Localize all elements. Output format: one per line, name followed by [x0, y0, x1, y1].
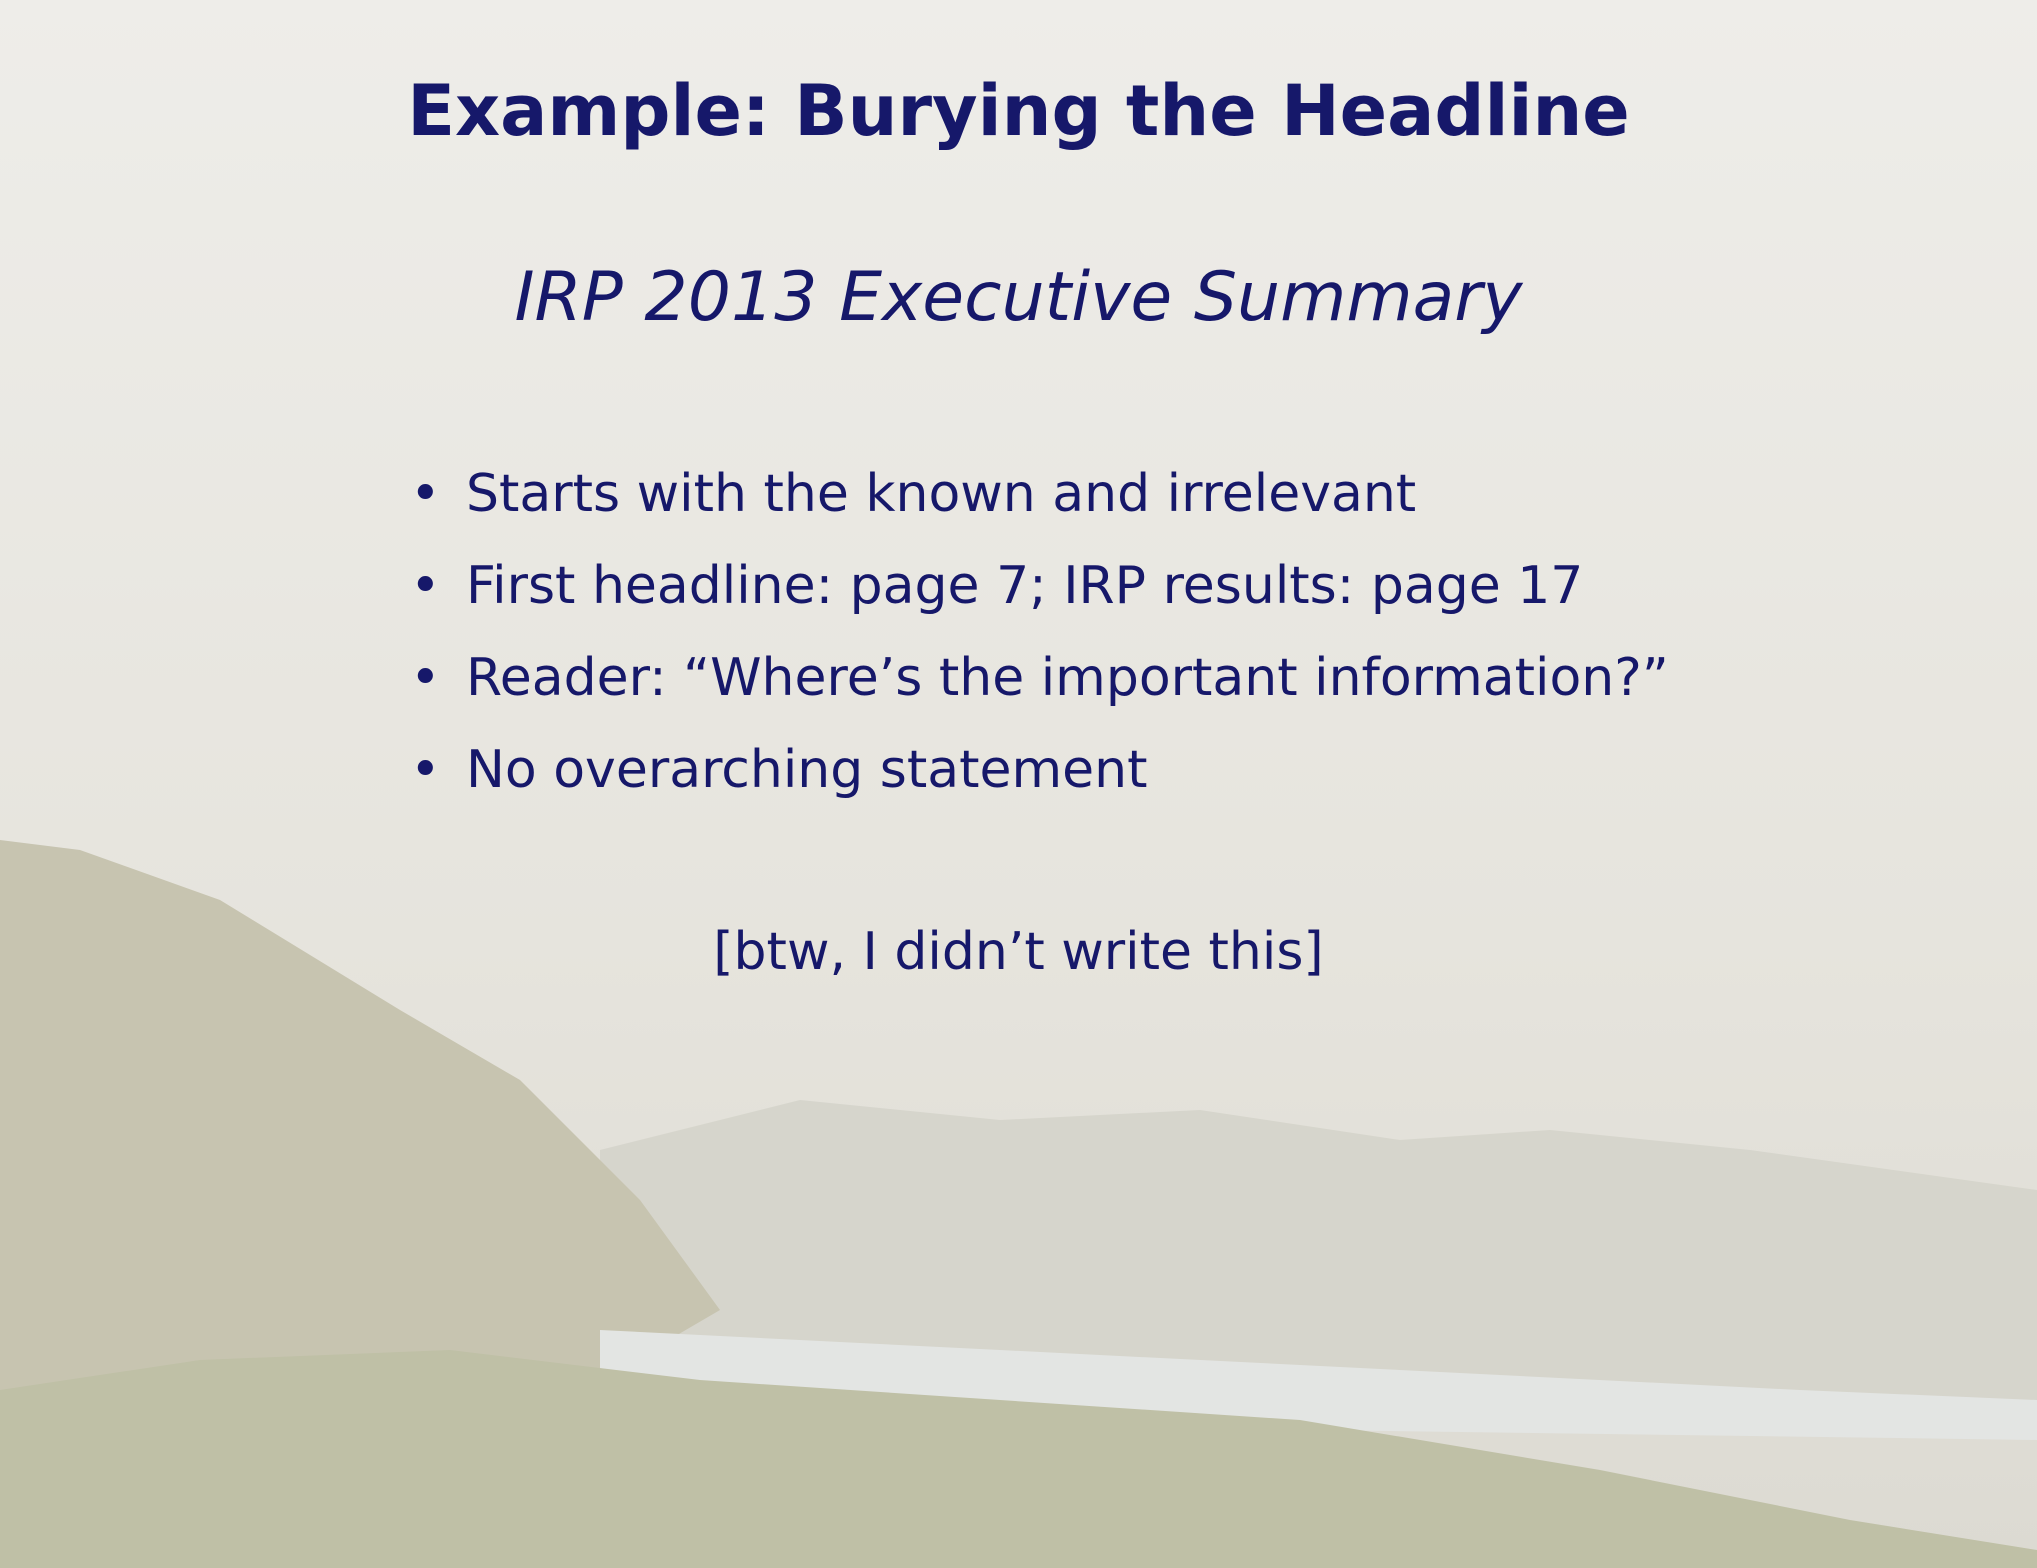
bullet-item: Reader: “Where’s the important informati… — [400, 642, 1669, 734]
slide-title: Example: Burying the Headline — [407, 70, 1630, 152]
mountain — [0, 840, 720, 1400]
note: [btw, I didn’t write this] — [713, 922, 1324, 982]
bullet-list: Starts with the known and irrelevantFirs… — [400, 458, 1669, 826]
bullet-item: Starts with the known and irrelevant — [400, 458, 1669, 550]
far-hills — [600, 1100, 2037, 1400]
slide-subtitle: IRP 2013 Executive Summary — [514, 258, 1523, 337]
bullet-item: First headline: page 7; IRP results: pag… — [400, 550, 1669, 642]
foreground-brush — [0, 1350, 2037, 1568]
bullet-item: No overarching statement — [400, 734, 1669, 826]
